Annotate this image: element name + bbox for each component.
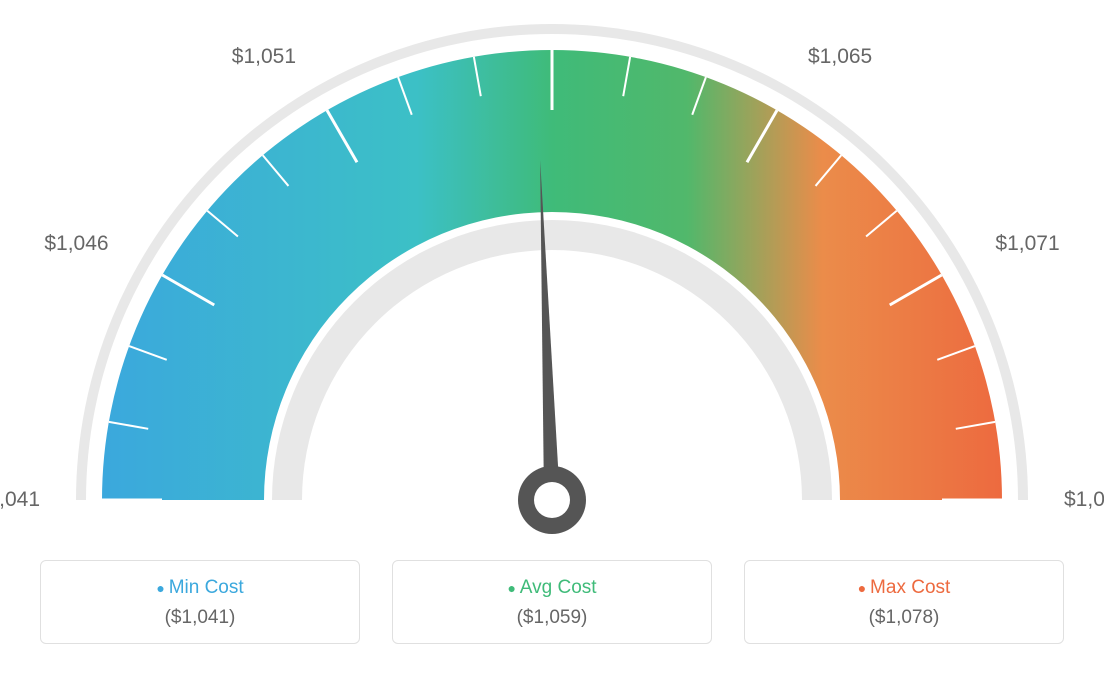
- gauge-svg: [0, 0, 1104, 560]
- legend-max-label: Max Cost: [765, 577, 1043, 599]
- gauge-tick-label: $1,046: [34, 232, 109, 256]
- legend-row: Min Cost ($1,041) Avg Cost ($1,059) Max …: [0, 560, 1104, 644]
- legend-card-max: Max Cost ($1,078): [744, 560, 1064, 644]
- gauge-tick-label: $1,078: [1064, 488, 1104, 512]
- legend-avg-value: ($1,059): [413, 607, 691, 629]
- gauge-tick-label: $1,041: [0, 488, 40, 512]
- legend-card-min: Min Cost ($1,041): [40, 560, 360, 644]
- gauge-tick-label: $1,071: [995, 232, 1059, 256]
- gauge-tick-label: $1,051: [221, 45, 296, 69]
- gauge-chart: $1,041$1,046$1,051$1,059$1,065$1,071$1,0…: [0, 0, 1104, 560]
- legend-min-value: ($1,041): [61, 607, 339, 629]
- legend-card-avg: Avg Cost ($1,059): [392, 560, 712, 644]
- legend-min-label: Min Cost: [61, 577, 339, 599]
- legend-max-value: ($1,078): [765, 607, 1043, 629]
- gauge-tick-label: $1,065: [808, 45, 872, 69]
- legend-avg-label: Avg Cost: [413, 577, 691, 599]
